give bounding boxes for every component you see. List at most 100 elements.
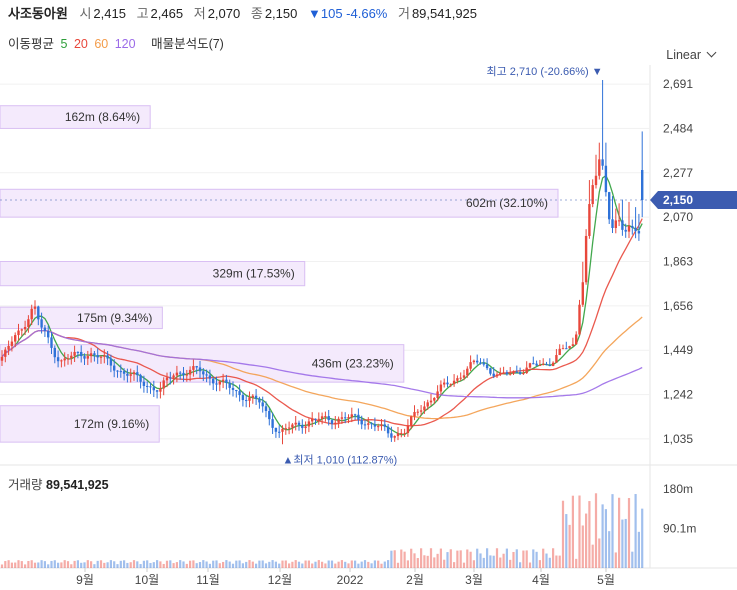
ma-20[interactable]: 20 (73, 37, 88, 51)
candle (413, 405, 416, 421)
candle (634, 207, 637, 239)
volume-bar (350, 560, 353, 568)
ma-60[interactable]: 60 (94, 37, 109, 51)
candle-body (278, 431, 281, 433)
candle-body (37, 306, 40, 320)
candle (367, 417, 370, 430)
x-tick-label: 9월 (76, 573, 94, 587)
y-tick-label: 2,691 (663, 77, 693, 91)
candle-body (0, 356, 4, 361)
candle (155, 389, 159, 399)
volume-bar (334, 563, 337, 568)
candle-body (17, 330, 20, 336)
candle-body (93, 353, 96, 356)
volume-bar (446, 552, 449, 568)
volume-bar (238, 560, 241, 568)
candle-body (47, 331, 50, 338)
volume-tick-label: 90.1m (663, 521, 696, 535)
volume-bar (528, 562, 532, 568)
candle-body (139, 375, 142, 382)
volume-bar (212, 560, 215, 568)
candle (142, 375, 146, 393)
volume-panel-value: 89,541,925 (46, 478, 109, 492)
candle-body (621, 220, 624, 230)
volume-bar (248, 560, 251, 568)
volume-bar (611, 494, 614, 568)
candle (231, 381, 235, 397)
candle (489, 367, 492, 376)
volume-bar (380, 563, 383, 568)
candle-body (116, 370, 119, 372)
candle (347, 414, 350, 424)
volume-bar (515, 549, 518, 568)
volume-bar (175, 562, 178, 568)
candle (406, 419, 410, 437)
ma-5[interactable]: 5 (60, 37, 68, 51)
candle (509, 367, 512, 376)
candle-body (532, 363, 535, 365)
candle-body (7, 345, 10, 350)
candle (284, 423, 287, 435)
candle (179, 371, 182, 380)
candle-body (202, 371, 205, 375)
candle-body (248, 397, 251, 401)
volume-bar (495, 548, 499, 568)
volume-bar (383, 561, 386, 568)
candle-body (512, 371, 515, 374)
volume-bar (126, 562, 129, 568)
scale-mode-dropdown[interactable]: Linear (666, 47, 717, 62)
candle-body (373, 424, 377, 427)
volume-bar (304, 560, 307, 568)
volume-bar (264, 563, 268, 568)
candle (416, 409, 419, 416)
candle-body (119, 371, 122, 373)
candle (195, 365, 198, 375)
candle-body (218, 381, 221, 385)
candle (383, 419, 386, 432)
stock-name: 사조동아원 (8, 6, 68, 21)
volume-bar (340, 560, 343, 568)
volume-bar (598, 538, 601, 568)
ma-120[interactable]: 120 (114, 37, 136, 51)
candle-body (4, 349, 7, 357)
candle (23, 320, 27, 336)
candle (122, 368, 126, 381)
volume-bar (27, 560, 30, 568)
volume-bar (456, 550, 459, 568)
candle-body (66, 358, 70, 360)
candle-body (63, 358, 66, 361)
candle (182, 366, 185, 382)
candle-body (634, 227, 637, 232)
candle (149, 382, 152, 394)
volume-bar (53, 560, 56, 568)
candle-body (436, 391, 439, 399)
candle (281, 425, 284, 445)
candle-body (575, 334, 578, 345)
volume-bar (367, 561, 370, 568)
candle-body (370, 423, 373, 425)
volume-bar (601, 504, 604, 568)
low-annotation: ▲최저 1,010 (112.87%) (283, 453, 398, 466)
volume-bar (291, 561, 294, 568)
volume-profile-label[interactable]: 매물분석도(7) (151, 37, 224, 51)
volume-bar (568, 524, 571, 568)
volume-bar (86, 560, 89, 568)
volume-bar (218, 563, 221, 568)
ma-label[interactable]: 이동평균 (8, 37, 55, 51)
candle (601, 80, 604, 170)
candle-body (627, 225, 631, 232)
candle-body (258, 398, 261, 403)
candle (278, 425, 281, 438)
volume-bar (123, 560, 126, 568)
volume-bar (337, 561, 340, 568)
candle-body (195, 366, 198, 368)
candle (439, 380, 443, 395)
candle-body (525, 367, 528, 374)
candle (581, 261, 584, 307)
y-tick-label: 2,277 (663, 166, 693, 180)
volume-bar (545, 553, 548, 568)
volume-bar (43, 561, 46, 568)
candle-body (462, 375, 466, 378)
candle-body (601, 159, 604, 166)
